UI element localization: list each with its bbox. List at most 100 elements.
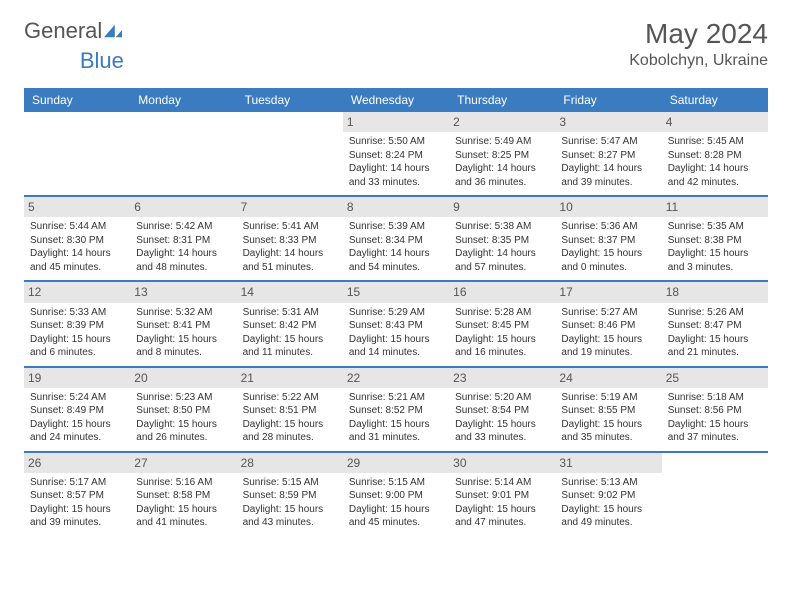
day-number: 1 <box>343 112 449 132</box>
day-cell <box>662 453 768 536</box>
day-number: 2 <box>449 112 555 132</box>
day-details: Sunrise: 5:17 AMSunset: 8:57 PMDaylight:… <box>30 476 124 530</box>
day-details: Sunrise: 5:38 AMSunset: 8:35 PMDaylight:… <box>455 220 549 274</box>
day-details: Sunrise: 5:45 AMSunset: 8:28 PMDaylight:… <box>668 135 762 189</box>
day-cell <box>237 112 343 195</box>
day-number: 29 <box>343 453 449 473</box>
day-details: Sunrise: 5:47 AMSunset: 8:27 PMDaylight:… <box>561 135 655 189</box>
day-details: Sunrise: 5:27 AMSunset: 8:46 PMDaylight:… <box>561 306 655 360</box>
day-number: 30 <box>449 453 555 473</box>
week-row: 19Sunrise: 5:24 AMSunset: 8:49 PMDayligh… <box>24 368 768 453</box>
day-number: 20 <box>130 368 236 388</box>
day-details: Sunrise: 5:26 AMSunset: 8:47 PMDaylight:… <box>668 306 762 360</box>
day-number: 22 <box>343 368 449 388</box>
day-cell: 29 Sunrise: 5:15 AMSunset: 9:00 PMDayligh… <box>343 453 449 536</box>
day-cell: 22 Sunrise: 5:21 AMSunset: 8:52 PMDayligh… <box>343 368 449 451</box>
day-details: Sunrise: 5:42 AMSunset: 8:31 PMDaylight:… <box>136 220 230 274</box>
day-cell: 20 Sunrise: 5:23 AMSunset: 8:50 PMDayligh… <box>130 368 236 451</box>
day-cell: 16 Sunrise: 5:28 AMSunset: 8:45 PMDayligh… <box>449 282 555 365</box>
day-details: Sunrise: 5:32 AMSunset: 8:41 PMDaylight:… <box>136 306 230 360</box>
weekday-header: Friday <box>555 88 661 112</box>
weekday-header-row: SundayMondayTuesdayWednesdayThursdayFrid… <box>24 88 768 112</box>
location: Kobolchyn, Ukraine <box>629 52 768 70</box>
day-number: 9 <box>449 197 555 217</box>
day-cell: 25Sunrise: 5:18 AMSunset: 8:56 PMDayligh… <box>662 368 768 451</box>
day-details: Sunrise: 5:50 AMSunset: 8:24 PMDaylight:… <box>349 135 443 189</box>
weekday-header: Tuesday <box>237 88 343 112</box>
logo-text-1: General <box>24 18 102 44</box>
day-cell: 1 Sunrise: 5:50 AMSunset: 8:24 PMDaylight… <box>343 112 449 195</box>
day-cell: 3 Sunrise: 5:47 AMSunset: 8:27 PMDaylight… <box>555 112 661 195</box>
day-cell: 4 Sunrise: 5:45 AMSunset: 8:28 PMDaylight… <box>662 112 768 195</box>
day-number: 25 <box>662 368 768 388</box>
day-number: 23 <box>449 368 555 388</box>
weekday-header: Monday <box>130 88 236 112</box>
weekday-header: Wednesday <box>343 88 449 112</box>
day-number: 4 <box>662 112 768 132</box>
day-cell: 24 Sunrise: 5:19 AMSunset: 8:55 PMDayligh… <box>555 368 661 451</box>
day-number: 31 <box>555 453 661 473</box>
weekday-header: Saturday <box>662 88 768 112</box>
day-number: 13 <box>130 282 236 302</box>
day-number: 6 <box>130 197 236 217</box>
week-row: 12Sunrise: 5:33 AMSunset: 8:39 PMDayligh… <box>24 282 768 367</box>
day-details: Sunrise: 5:41 AMSunset: 8:33 PMDaylight:… <box>243 220 337 274</box>
day-cell: 18 Sunrise: 5:26 AMSunset: 8:47 PMDayligh… <box>662 282 768 365</box>
weekday-header: Thursday <box>449 88 555 112</box>
day-cell: 14 Sunrise: 5:31 AMSunset: 8:42 PMDayligh… <box>237 282 343 365</box>
day-number: 24 <box>555 368 661 388</box>
weeks-container: 1 Sunrise: 5:50 AMSunset: 8:24 PMDaylight… <box>24 112 768 536</box>
day-cell: 6 Sunrise: 5:42 AMSunset: 8:31 PMDaylight… <box>130 197 236 280</box>
day-number: 27 <box>130 453 236 473</box>
day-number: 21 <box>237 368 343 388</box>
day-details: Sunrise: 5:15 AMSunset: 9:00 PMDaylight:… <box>349 476 443 530</box>
day-details: Sunrise: 5:28 AMSunset: 8:45 PMDaylight:… <box>455 306 549 360</box>
day-details: Sunrise: 5:15 AMSunset: 8:59 PMDaylight:… <box>243 476 337 530</box>
day-details: Sunrise: 5:29 AMSunset: 8:43 PMDaylight:… <box>349 306 443 360</box>
day-cell: 31 Sunrise: 5:13 AMSunset: 9:02 PMDayligh… <box>555 453 661 536</box>
day-details: Sunrise: 5:36 AMSunset: 8:37 PMDaylight:… <box>561 220 655 274</box>
day-cell: 13 Sunrise: 5:32 AMSunset: 8:41 PMDayligh… <box>130 282 236 365</box>
day-number: 18 <box>662 282 768 302</box>
day-number: 14 <box>237 282 343 302</box>
day-cell <box>130 112 236 195</box>
month-title: May 2024 <box>629 18 768 50</box>
day-cell: 28Sunrise: 5:15 AMSunset: 8:59 PMDayligh… <box>237 453 343 536</box>
day-cell: 5Sunrise: 5:44 AMSunset: 8:30 PMDaylight… <box>24 197 130 280</box>
day-cell: 10Sunrise: 5:36 AMSunset: 8:37 PMDayligh… <box>555 197 661 280</box>
day-number: 3 <box>555 112 661 132</box>
day-cell <box>24 112 130 195</box>
day-cell: 2 Sunrise: 5:49 AMSunset: 8:25 PMDaylight… <box>449 112 555 195</box>
day-number: 7 <box>237 197 343 217</box>
day-details: Sunrise: 5:14 AMSunset: 9:01 PMDaylight:… <box>455 476 549 530</box>
day-number: 11 <box>662 197 768 217</box>
day-number: 17 <box>555 282 661 302</box>
day-cell: 7 Sunrise: 5:41 AMSunset: 8:33 PMDaylight… <box>237 197 343 280</box>
day-details: Sunrise: 5:31 AMSunset: 8:42 PMDaylight:… <box>243 306 337 360</box>
day-details: Sunrise: 5:20 AMSunset: 8:54 PMDaylight:… <box>455 391 549 445</box>
day-number: 5 <box>24 197 130 217</box>
day-cell: 8Sunrise: 5:39 AMSunset: 8:34 PMDaylight… <box>343 197 449 280</box>
day-cell: 26Sunrise: 5:17 AMSunset: 8:57 PMDayligh… <box>24 453 130 536</box>
week-row: 5Sunrise: 5:44 AMSunset: 8:30 PMDaylight… <box>24 197 768 282</box>
day-details: Sunrise: 5:49 AMSunset: 8:25 PMDaylight:… <box>455 135 549 189</box>
day-cell: 23 Sunrise: 5:20 AMSunset: 8:54 PMDayligh… <box>449 368 555 451</box>
logo-triangle-icon <box>104 24 122 38</box>
day-number: 16 <box>449 282 555 302</box>
day-details: Sunrise: 5:23 AMSunset: 8:50 PMDaylight:… <box>136 391 230 445</box>
day-details: Sunrise: 5:21 AMSunset: 8:52 PMDaylight:… <box>349 391 443 445</box>
title-block: May 2024 Kobolchyn, Ukraine <box>629 18 768 70</box>
day-details: Sunrise: 5:24 AMSunset: 8:49 PMDaylight:… <box>30 391 124 445</box>
weekday-header: Sunday <box>24 88 130 112</box>
day-cell: 15Sunrise: 5:29 AMSunset: 8:43 PMDayligh… <box>343 282 449 365</box>
day-cell: 21Sunrise: 5:22 AMSunset: 8:51 PMDayligh… <box>237 368 343 451</box>
day-details: Sunrise: 5:19 AMSunset: 8:55 PMDaylight:… <box>561 391 655 445</box>
day-cell: 30 Sunrise: 5:14 AMSunset: 9:01 PMDayligh… <box>449 453 555 536</box>
logo-text-2: Blue <box>80 48 124 74</box>
day-details: Sunrise: 5:13 AMSunset: 9:02 PMDaylight:… <box>561 476 655 530</box>
calendar: SundayMondayTuesdayWednesdayThursdayFrid… <box>24 88 768 536</box>
day-details: Sunrise: 5:33 AMSunset: 8:39 PMDaylight:… <box>30 306 124 360</box>
day-cell: 17 Sunrise: 5:27 AMSunset: 8:46 PMDayligh… <box>555 282 661 365</box>
day-cell: 11Sunrise: 5:35 AMSunset: 8:38 PMDayligh… <box>662 197 768 280</box>
day-cell: 12Sunrise: 5:33 AMSunset: 8:39 PMDayligh… <box>24 282 130 365</box>
